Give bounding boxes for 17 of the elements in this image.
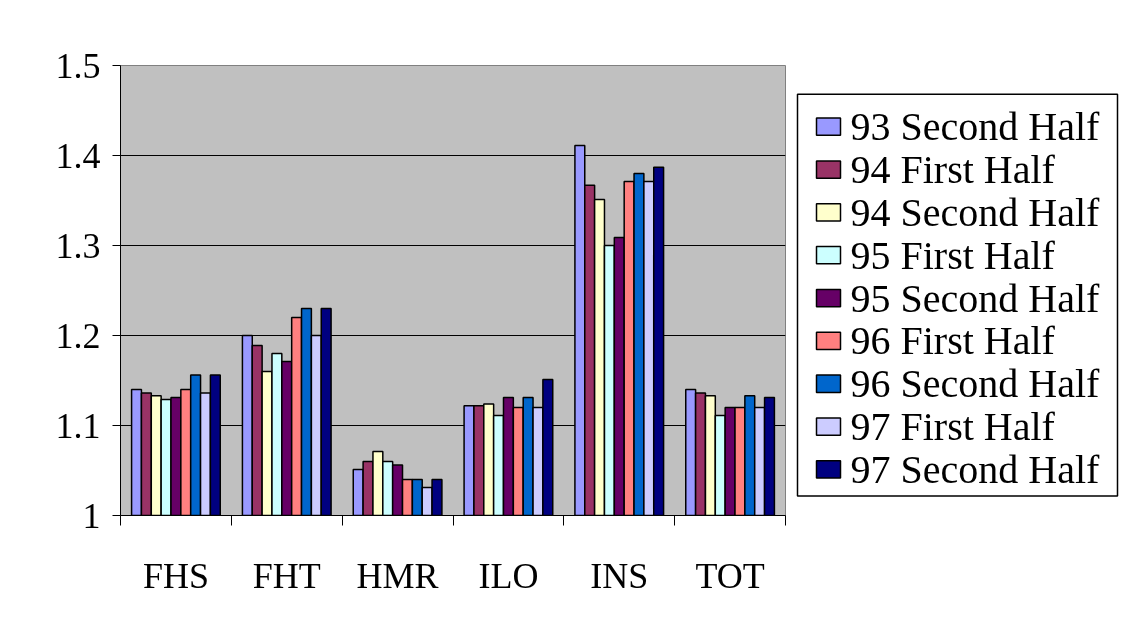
legend-label: 95 First Half (850, 232, 1056, 278)
legend-label: 96 First Half (850, 318, 1056, 364)
x-tick-label: FHS (142, 555, 209, 596)
x-tick-label: FHT (252, 555, 321, 596)
legend-label: 95 Second Half (850, 275, 1101, 321)
x-tick-label: ILO (478, 555, 539, 596)
legend-label: 96 Second Half (850, 361, 1101, 407)
x-tick-label: TOT (695, 555, 765, 596)
x-tick-label: HMR (356, 555, 439, 596)
y-tick-label: 1.1 (55, 405, 101, 446)
y-tick-label: 1.2 (55, 315, 101, 356)
y-tick-label: 1.5 (55, 45, 101, 86)
y-tick-label: 1.3 (55, 225, 101, 266)
legend-label: 93 Second Half (850, 104, 1101, 150)
x-tick-label: INS (590, 555, 649, 596)
y-tick-label: 1 (82, 495, 101, 536)
y-tick-label: 1.4 (55, 135, 101, 176)
